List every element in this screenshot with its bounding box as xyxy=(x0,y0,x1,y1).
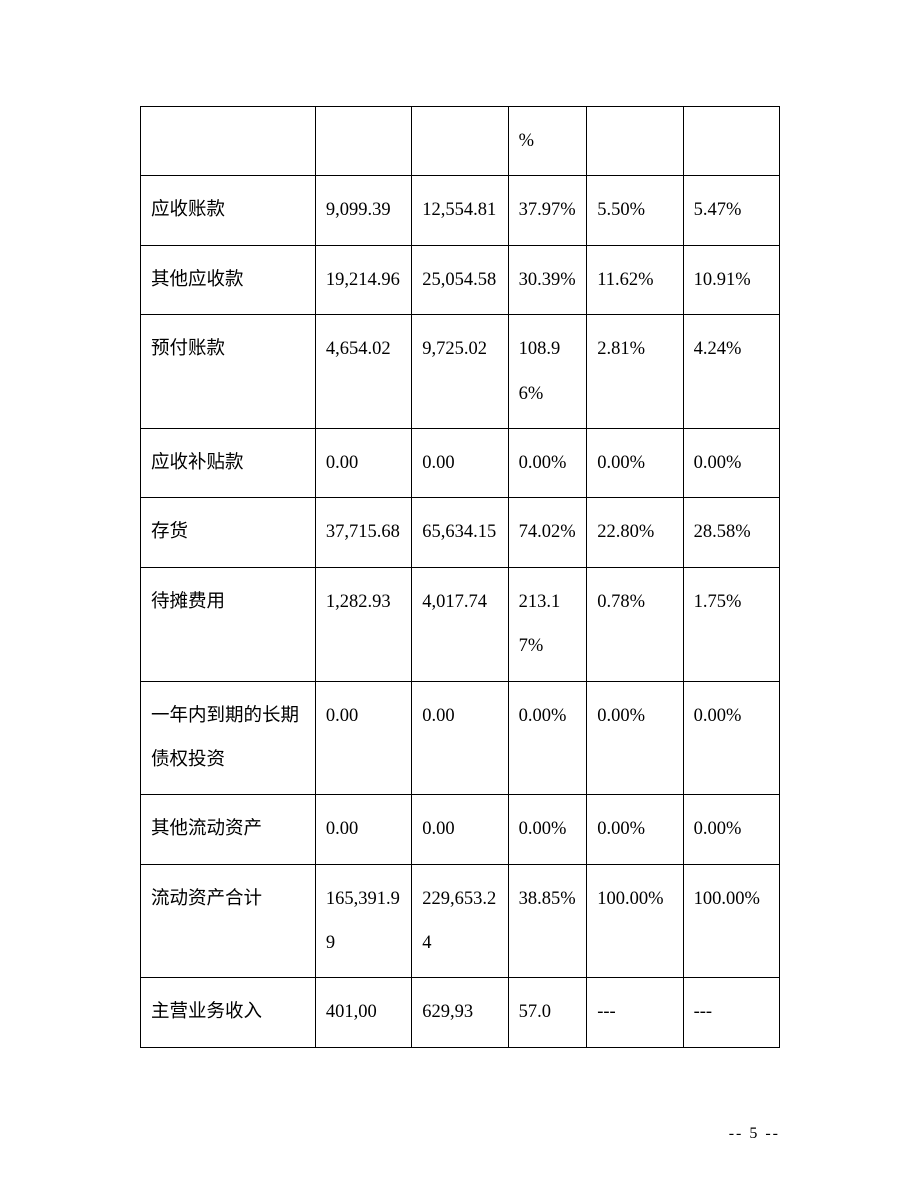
table-cell: 28.58% xyxy=(683,498,779,567)
table-row: 预付账款 4,654.02 9,725.02 108.96% 2.81% 4.2… xyxy=(141,315,780,429)
table-cell: 401,00 xyxy=(315,978,411,1047)
table-cell: 37,715.68 xyxy=(315,498,411,567)
table-cell: 0.00% xyxy=(508,795,587,864)
table-cell: 其他流动资产 xyxy=(141,795,316,864)
table-cell: 57.0 xyxy=(508,978,587,1047)
table-cell: 10.91% xyxy=(683,245,779,314)
table-cell: 65,634.15 xyxy=(412,498,508,567)
table-cell: 74.02% xyxy=(508,498,587,567)
table-cell: 0.00 xyxy=(412,681,508,795)
table-body: % 应收账款 9,099.39 12,554.81 37.97% 5.50% 5… xyxy=(141,107,780,1048)
table-cell: 应收补贴款 xyxy=(141,428,316,497)
table-cell: 0.00% xyxy=(683,428,779,497)
table-cell: 30.39% xyxy=(508,245,587,314)
table-cell: 0.00% xyxy=(508,681,587,795)
table-row: 主营业务收入 401,00 629,93 57.0 --- --- xyxy=(141,978,780,1047)
table-cell: 预付账款 xyxy=(141,315,316,429)
table-cell: 165,391.99 xyxy=(315,864,411,978)
table-cell: 19,214.96 xyxy=(315,245,411,314)
financial-table: % 应收账款 9,099.39 12,554.81 37.97% 5.50% 5… xyxy=(140,106,780,1048)
table-cell: 5.50% xyxy=(587,176,683,245)
table-cell xyxy=(315,107,411,176)
table-cell: 0.00% xyxy=(683,795,779,864)
table-row: 应收补贴款 0.00 0.00 0.00% 0.00% 0.00% xyxy=(141,428,780,497)
table-cell: 4.24% xyxy=(683,315,779,429)
table-cell: 0.00% xyxy=(508,428,587,497)
table-cell: 11.62% xyxy=(587,245,683,314)
table-cell: 0.00% xyxy=(587,428,683,497)
table-cell: 22.80% xyxy=(587,498,683,567)
table-cell: 待摊费用 xyxy=(141,567,316,681)
table-cell: 100.00% xyxy=(683,864,779,978)
table-row: 待摊费用 1,282.93 4,017.74 213.17% 0.78% 1.7… xyxy=(141,567,780,681)
table-cell: % xyxy=(508,107,587,176)
table-cell: 0.00% xyxy=(683,681,779,795)
table-cell: 一年内到期的长期债权投资 xyxy=(141,681,316,795)
table-cell: 4,017.74 xyxy=(412,567,508,681)
table-cell: 1.75% xyxy=(683,567,779,681)
table-cell: 0.00% xyxy=(587,681,683,795)
table-row: 其他应收款 19,214.96 25,054.58 30.39% 11.62% … xyxy=(141,245,780,314)
table-cell xyxy=(412,107,508,176)
table-cell xyxy=(683,107,779,176)
table-cell: 流动资产合计 xyxy=(141,864,316,978)
table-cell: 2.81% xyxy=(587,315,683,429)
table-row: 其他流动资产 0.00 0.00 0.00% 0.00% 0.00% xyxy=(141,795,780,864)
table-cell: 0.00 xyxy=(315,681,411,795)
table-cell: 其他应收款 xyxy=(141,245,316,314)
table-cell: 0.00 xyxy=(315,795,411,864)
table-cell: --- xyxy=(587,978,683,1047)
table-cell: 4,654.02 xyxy=(315,315,411,429)
table-cell: 5.47% xyxy=(683,176,779,245)
table-cell: 应收账款 xyxy=(141,176,316,245)
table-row: 应收账款 9,099.39 12,554.81 37.97% 5.50% 5.4… xyxy=(141,176,780,245)
table-cell: 主营业务收入 xyxy=(141,978,316,1047)
table-cell: 1,282.93 xyxy=(315,567,411,681)
table-cell: 37.97% xyxy=(508,176,587,245)
table-cell: 108.96% xyxy=(508,315,587,429)
table-cell: 38.85% xyxy=(508,864,587,978)
table-row: 流动资产合计 165,391.99 229,653.24 38.85% 100.… xyxy=(141,864,780,978)
table-cell xyxy=(141,107,316,176)
table-cell: 9,725.02 xyxy=(412,315,508,429)
page-content: % 应收账款 9,099.39 12,554.81 37.97% 5.50% 5… xyxy=(0,0,920,1048)
table-cell: 12,554.81 xyxy=(412,176,508,245)
table-cell: 9,099.39 xyxy=(315,176,411,245)
page-number: -- 5 -- xyxy=(729,1125,780,1143)
table-cell: 100.00% xyxy=(587,864,683,978)
table-cell: 25,054.58 xyxy=(412,245,508,314)
table-cell: --- xyxy=(683,978,779,1047)
table-row: % xyxy=(141,107,780,176)
table-cell: 0.00 xyxy=(412,795,508,864)
table-row: 存货 37,715.68 65,634.15 74.02% 22.80% 28.… xyxy=(141,498,780,567)
table-cell: 0.00 xyxy=(315,428,411,497)
table-cell: 213.17% xyxy=(508,567,587,681)
table-cell: 0.00% xyxy=(587,795,683,864)
table-cell: 0.00 xyxy=(412,428,508,497)
table-cell xyxy=(587,107,683,176)
table-cell: 存货 xyxy=(141,498,316,567)
table-cell: 629,93 xyxy=(412,978,508,1047)
table-cell: 229,653.24 xyxy=(412,864,508,978)
table-cell: 0.78% xyxy=(587,567,683,681)
table-row: 一年内到期的长期债权投资 0.00 0.00 0.00% 0.00% 0.00% xyxy=(141,681,780,795)
